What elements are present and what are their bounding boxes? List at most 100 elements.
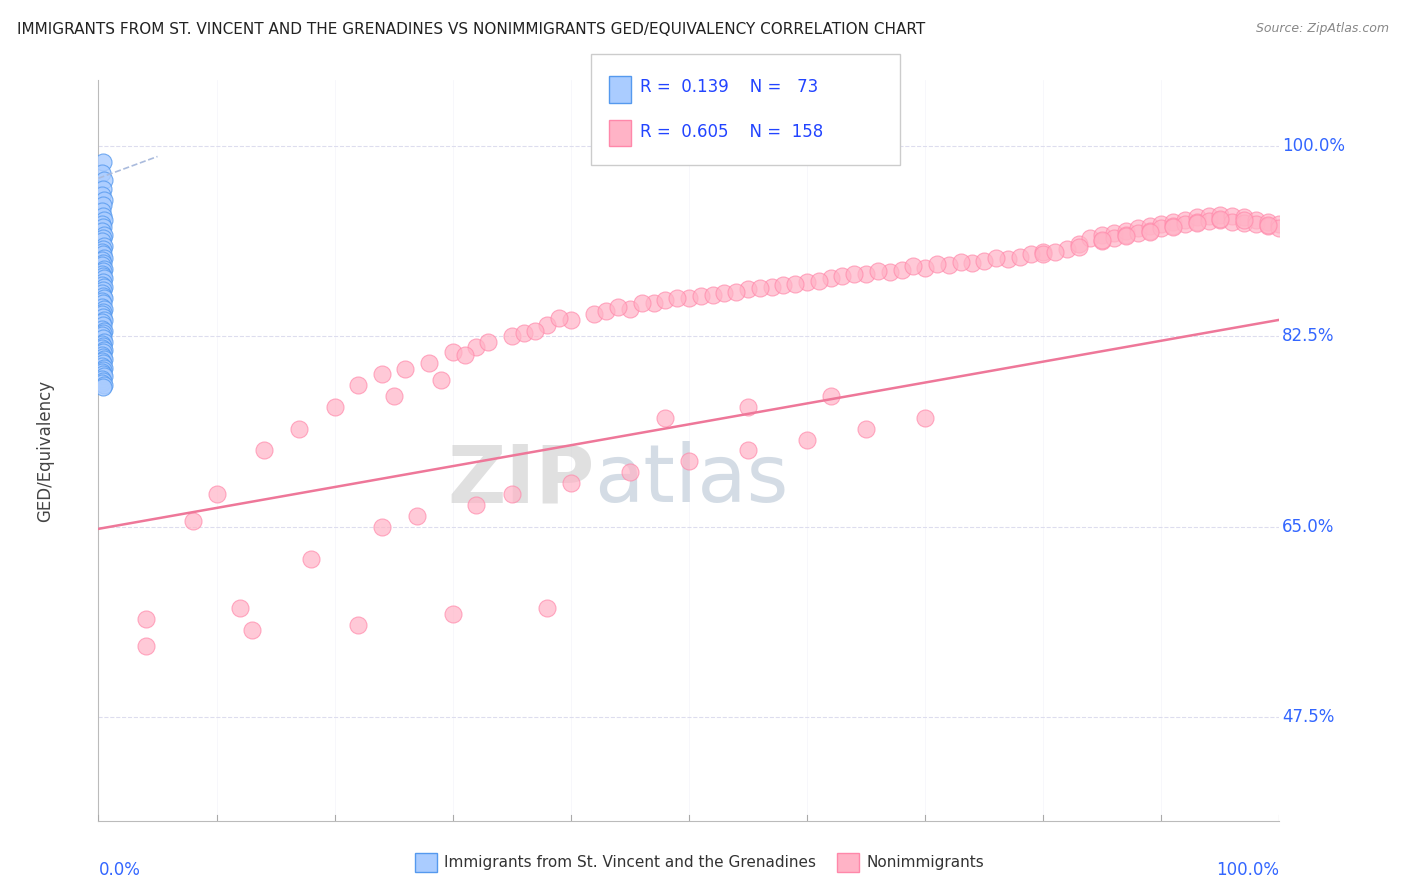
Text: Immigrants from St. Vincent and the Grenadines: Immigrants from St. Vincent and the Gren… (444, 855, 817, 870)
Point (501, 487, 523, 501)
Point (831, 269, 853, 284)
Point (536, 601, 558, 615)
Point (844, 267, 866, 281)
Point (93, 360, 115, 375)
Point (866, 264, 889, 278)
Text: R =  0.139    N =   73: R = 0.139 N = 73 (640, 78, 818, 96)
Point (654, 293, 676, 308)
Point (91, 285, 114, 300)
Point (1161, 219, 1184, 234)
Point (453, 348, 475, 362)
Point (796, 433, 818, 447)
Point (91, 296, 114, 310)
Text: ZIP: ZIP (447, 441, 595, 519)
Point (713, 285, 735, 300)
Point (91, 203, 114, 218)
Point (1080, 231, 1102, 245)
Point (1198, 210, 1220, 224)
Point (93, 280, 115, 294)
Point (205, 487, 228, 501)
Point (1174, 217, 1197, 231)
Point (371, 368, 394, 382)
Point (91, 289, 114, 303)
Point (1209, 211, 1232, 226)
Point (914, 410, 936, 425)
Point (91, 269, 114, 284)
Point (382, 389, 405, 403)
Point (93, 261, 115, 276)
Point (91, 307, 114, 321)
Point (914, 260, 936, 275)
Point (93, 313, 115, 327)
Point (1115, 223, 1137, 237)
Point (962, 256, 984, 270)
Point (91, 380, 114, 394)
Point (761, 280, 783, 294)
Point (91, 187, 114, 202)
Point (91, 365, 114, 379)
Point (91, 354, 114, 368)
Point (796, 275, 818, 289)
Point (93, 369, 115, 384)
Point (1115, 229, 1137, 244)
Point (903, 260, 925, 274)
Point (406, 508, 429, 523)
Text: Source: ZipAtlas.com: Source: ZipAtlas.com (1256, 22, 1389, 36)
Point (91, 223, 114, 237)
Point (1102, 231, 1125, 245)
Point (1268, 221, 1291, 235)
Text: 0.0%: 0.0% (98, 862, 141, 880)
Point (91, 359, 114, 373)
Text: 65.0%: 65.0% (1282, 517, 1334, 536)
Point (1150, 217, 1173, 231)
Point (240, 623, 263, 637)
Point (689, 289, 711, 303)
Point (855, 422, 877, 436)
Point (91, 328, 114, 343)
Point (643, 296, 665, 310)
Point (91, 348, 114, 362)
Point (560, 313, 582, 327)
Point (93, 173, 115, 187)
Point (1126, 221, 1149, 235)
Point (1198, 213, 1220, 227)
Point (737, 443, 759, 458)
Point (91, 256, 114, 270)
Point (91, 336, 114, 351)
Point (1244, 217, 1267, 231)
Point (619, 301, 641, 316)
Point (91, 220, 114, 235)
Point (93, 351, 115, 366)
Point (288, 422, 311, 436)
Point (1209, 212, 1232, 227)
Point (93, 324, 115, 338)
Point (949, 255, 972, 269)
Point (91, 331, 114, 345)
Point (583, 307, 606, 321)
Point (91, 305, 114, 319)
Text: GED/Equivalency: GED/Equivalency (37, 379, 55, 522)
Point (1220, 215, 1243, 229)
Point (1244, 212, 1267, 227)
Point (229, 601, 252, 615)
Point (91, 247, 114, 261)
Point (1161, 220, 1184, 235)
Point (1174, 212, 1197, 227)
Point (536, 318, 558, 333)
Point (702, 287, 724, 301)
Point (93, 227, 115, 242)
Point (1209, 208, 1232, 222)
Point (1185, 216, 1208, 230)
Point (91, 350, 114, 364)
Point (1139, 225, 1161, 239)
Point (93, 378, 115, 392)
Point (91, 341, 114, 355)
Point (524, 324, 547, 338)
Point (973, 254, 995, 268)
Point (925, 257, 948, 271)
Point (548, 310, 571, 325)
Point (91, 294, 114, 309)
Point (93, 212, 115, 227)
Point (93, 334, 115, 349)
Point (1008, 250, 1031, 264)
